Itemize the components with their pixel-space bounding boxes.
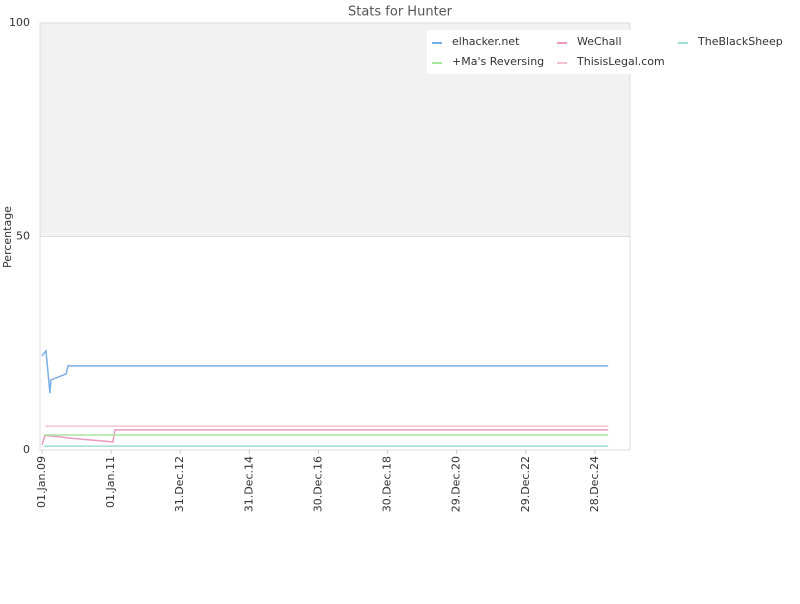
x-tick-label: 28.Dec.24 (588, 456, 601, 512)
series-line (41, 429, 609, 446)
x-tick-label: 31.Dec.14 (242, 456, 255, 512)
legend-label: +Ma's Reversing (452, 55, 544, 68)
legend-label: TheBlackSheep (697, 35, 783, 48)
x-tick-label: 30.Dec.16 (311, 456, 324, 512)
y-tick-label: 50 (16, 230, 30, 243)
series-line (41, 349, 609, 394)
legend-label: WeChall (577, 35, 622, 48)
x-tick-label: 01.Jan.11 (104, 456, 117, 508)
x-tick-label: 29.Dec.22 (519, 456, 532, 512)
y-axis-label: Percentage (1, 206, 14, 268)
legend-label: elhacker.net (452, 35, 520, 48)
x-tick-label: 01.Jan.09 (35, 456, 48, 508)
legend-box (427, 30, 667, 74)
chart-title: Stats for Hunter (348, 5, 453, 20)
y-tick-label: 0 (23, 443, 30, 456)
x-tick-label: 29.Dec.20 (450, 456, 463, 512)
y-tick-label: 100 (9, 16, 30, 29)
x-tick-label: 31.Dec.12 (173, 456, 186, 512)
x-tick-label: 30.Dec.18 (381, 456, 394, 512)
legend-label: ThisisLegal.com (576, 55, 665, 68)
